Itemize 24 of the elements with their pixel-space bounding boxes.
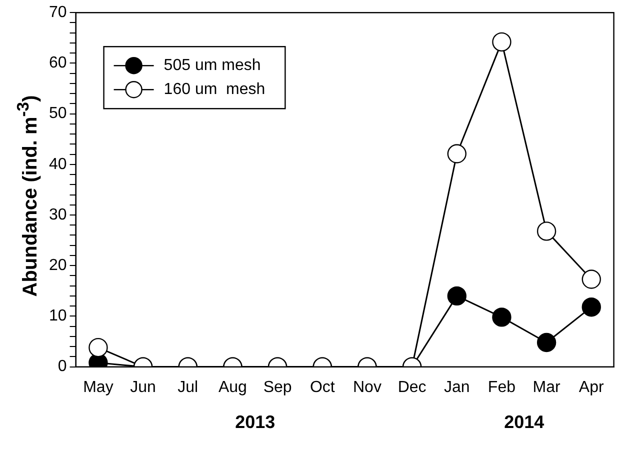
x-tick-label: Aug xyxy=(218,378,247,396)
y-tick-label: 50 xyxy=(49,105,67,122)
x-tick-label: Feb xyxy=(488,378,516,396)
x-tick-label: Oct xyxy=(310,378,336,396)
x-tick-label: Jan xyxy=(444,378,470,396)
x-tick-label: Apr xyxy=(578,378,604,396)
y-tick-label: 30 xyxy=(49,206,67,224)
x-tick-label: Dec xyxy=(398,378,426,396)
text: 2014 xyxy=(504,412,544,433)
text: 2013 xyxy=(235,412,276,433)
y-tick-label: 60 xyxy=(49,54,67,72)
y-tick-label: 40 xyxy=(49,156,67,173)
y-tick-label: 0 xyxy=(58,358,67,376)
x-tick-label: May xyxy=(83,378,114,396)
y-tick-label: 10 xyxy=(49,308,67,325)
x-tick-label: Nov xyxy=(352,378,382,396)
y-tick-label: 20 xyxy=(49,257,67,274)
legend-label: 505 um mesh xyxy=(164,57,261,74)
legend-label: 160 um mesh xyxy=(164,81,266,98)
y-tick-label: 70 xyxy=(49,4,67,22)
x-tick-label: Jul xyxy=(178,378,198,396)
x-tick-label: Jun xyxy=(130,378,156,396)
x-tick-label: Sep xyxy=(263,378,292,396)
x-tick-label: Mar xyxy=(532,378,561,396)
